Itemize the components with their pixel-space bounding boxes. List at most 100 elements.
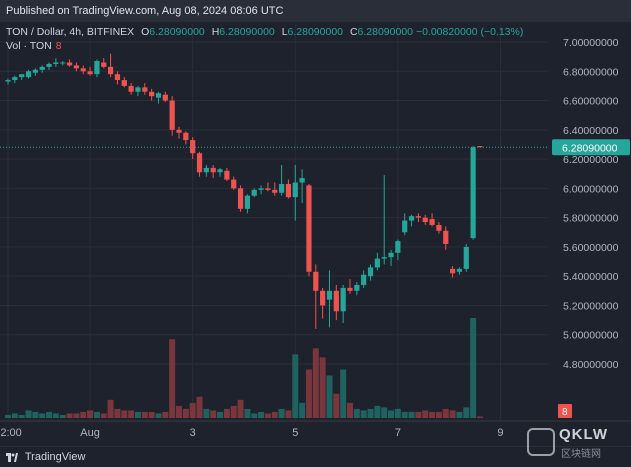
open-label: O: [141, 26, 150, 38]
volume-bar: [217, 411, 224, 418]
volume-bar: [326, 375, 333, 418]
candle-body: [429, 219, 435, 225]
volume-bar: [100, 413, 107, 418]
candle-body: [415, 216, 421, 218]
volume-bar: [333, 393, 340, 418]
symbol-label[interactable]: TON / Dollar, 4h, BITFINEX: [6, 26, 135, 38]
volume-bar: [292, 354, 299, 418]
volume-bar: [121, 410, 128, 418]
volume-bar: [59, 414, 66, 418]
published-text: Published on TradingView.com, Aug 08, 20…: [6, 5, 284, 17]
price-axis[interactable]: 7.00000000 6.80000000 6.60000000 6.40000000…: [552, 37, 630, 418]
volume-bar: [264, 413, 271, 418]
candle-body: [114, 74, 121, 81]
candle-body: [450, 268, 456, 274]
volume-bars: [5, 318, 483, 418]
candle-body: [66, 62, 73, 66]
candle-body: [422, 217, 428, 223]
volume-legend: Vol · TON 8: [6, 40, 62, 52]
volume-bar: [189, 402, 196, 418]
candle-body: [402, 220, 408, 233]
candle-body: [272, 189, 278, 193]
volume-bar: [32, 411, 39, 418]
volume-bar: [305, 369, 312, 418]
candle-body: [299, 178, 305, 183]
candle-body: [320, 290, 326, 306]
high-label: H: [211, 26, 220, 38]
time-axis[interactable]: 12:00 Aug 3 5 7 9: [0, 420, 631, 439]
candle-body: [306, 185, 312, 272]
footer-bar: TradingView: [0, 446, 631, 467]
low-label: L: [281, 26, 288, 38]
candle-body: [265, 188, 271, 190]
time-tick-label: Aug: [80, 427, 100, 439]
volume-bar: [381, 407, 388, 418]
last-price-label: 6.28090000: [562, 142, 618, 154]
volume-badge: [558, 404, 572, 418]
candle-body: [60, 62, 66, 64]
volume-bar: [456, 411, 463, 418]
candle-body: [313, 271, 319, 291]
candle-body: [224, 170, 230, 180]
price-tick-label: 5.40000000: [563, 271, 619, 283]
candle-body: [470, 147, 476, 239]
candle-body: [149, 91, 155, 97]
candle-body: [217, 169, 223, 173]
candle-body: [80, 68, 86, 72]
volume-bar: [162, 411, 169, 418]
volume-bar: [374, 405, 381, 418]
candle-body: [374, 258, 380, 268]
candle-body: [203, 167, 209, 173]
candlestick-chart[interactable]: 7.00000000 6.80000000 6.60000000 6.40000000…: [0, 0, 631, 446]
watermark-subtext: 区块链网: [561, 449, 601, 460]
volume-bar: [93, 411, 100, 418]
volume-bar: [73, 413, 80, 418]
candle-body: [135, 87, 141, 92]
candle-body: [436, 224, 442, 231]
candle-body: [162, 94, 168, 101]
volume-bar: [176, 405, 182, 418]
candle-body: [285, 183, 292, 198]
last-price-badge: [552, 139, 630, 156]
candle-body: [101, 62, 107, 67]
volume-bar: [80, 411, 87, 418]
volume-bar: [18, 414, 25, 418]
ohlc-legend: TON / Dollar, 4h, BITFINEX O6.28090000 H…: [6, 26, 523, 38]
candle-body: [39, 66, 45, 70]
watermark: QKLW 区块链网: [527, 426, 627, 464]
candle-body: [155, 93, 162, 98]
time-tick-label: 7: [395, 427, 401, 439]
volume-bar: [244, 408, 251, 418]
candle-body: [395, 241, 401, 253]
candle-body: [176, 129, 182, 133]
volume-label[interactable]: Vol · TON: [6, 40, 52, 52]
candle-body: [142, 87, 148, 92]
volume-bar: [278, 408, 285, 418]
candle-body: [196, 153, 203, 173]
volume-bar: [360, 410, 367, 418]
volume-bar: [271, 411, 278, 418]
time-tick-label: 9: [497, 427, 503, 439]
open-value: 6.28090000: [149, 26, 205, 38]
candle-body: [333, 290, 339, 312]
candle-body: [354, 284, 360, 291]
tradingview-logo-icon: [6, 452, 18, 462]
candle-body: [237, 188, 244, 209]
candle-body: [279, 183, 285, 193]
volume-bar: [128, 410, 135, 418]
volume-bar: [401, 411, 408, 418]
volume-bar: [340, 369, 347, 418]
volume-badge-label: 8: [562, 407, 568, 418]
volume-bar: [11, 413, 18, 418]
volume-bar: [251, 413, 258, 418]
candle-body: [25, 71, 32, 78]
footer-brand[interactable]: TradingView: [24, 451, 86, 463]
candle-body: [326, 290, 333, 300]
candle-body: [73, 65, 79, 69]
candle-body: [12, 77, 18, 81]
volume-bar: [5, 414, 11, 418]
time-tick-label: 12:00: [0, 427, 22, 439]
volume-bar: [258, 411, 265, 418]
candle-body: [408, 216, 415, 221]
volume-bar: [141, 411, 148, 418]
